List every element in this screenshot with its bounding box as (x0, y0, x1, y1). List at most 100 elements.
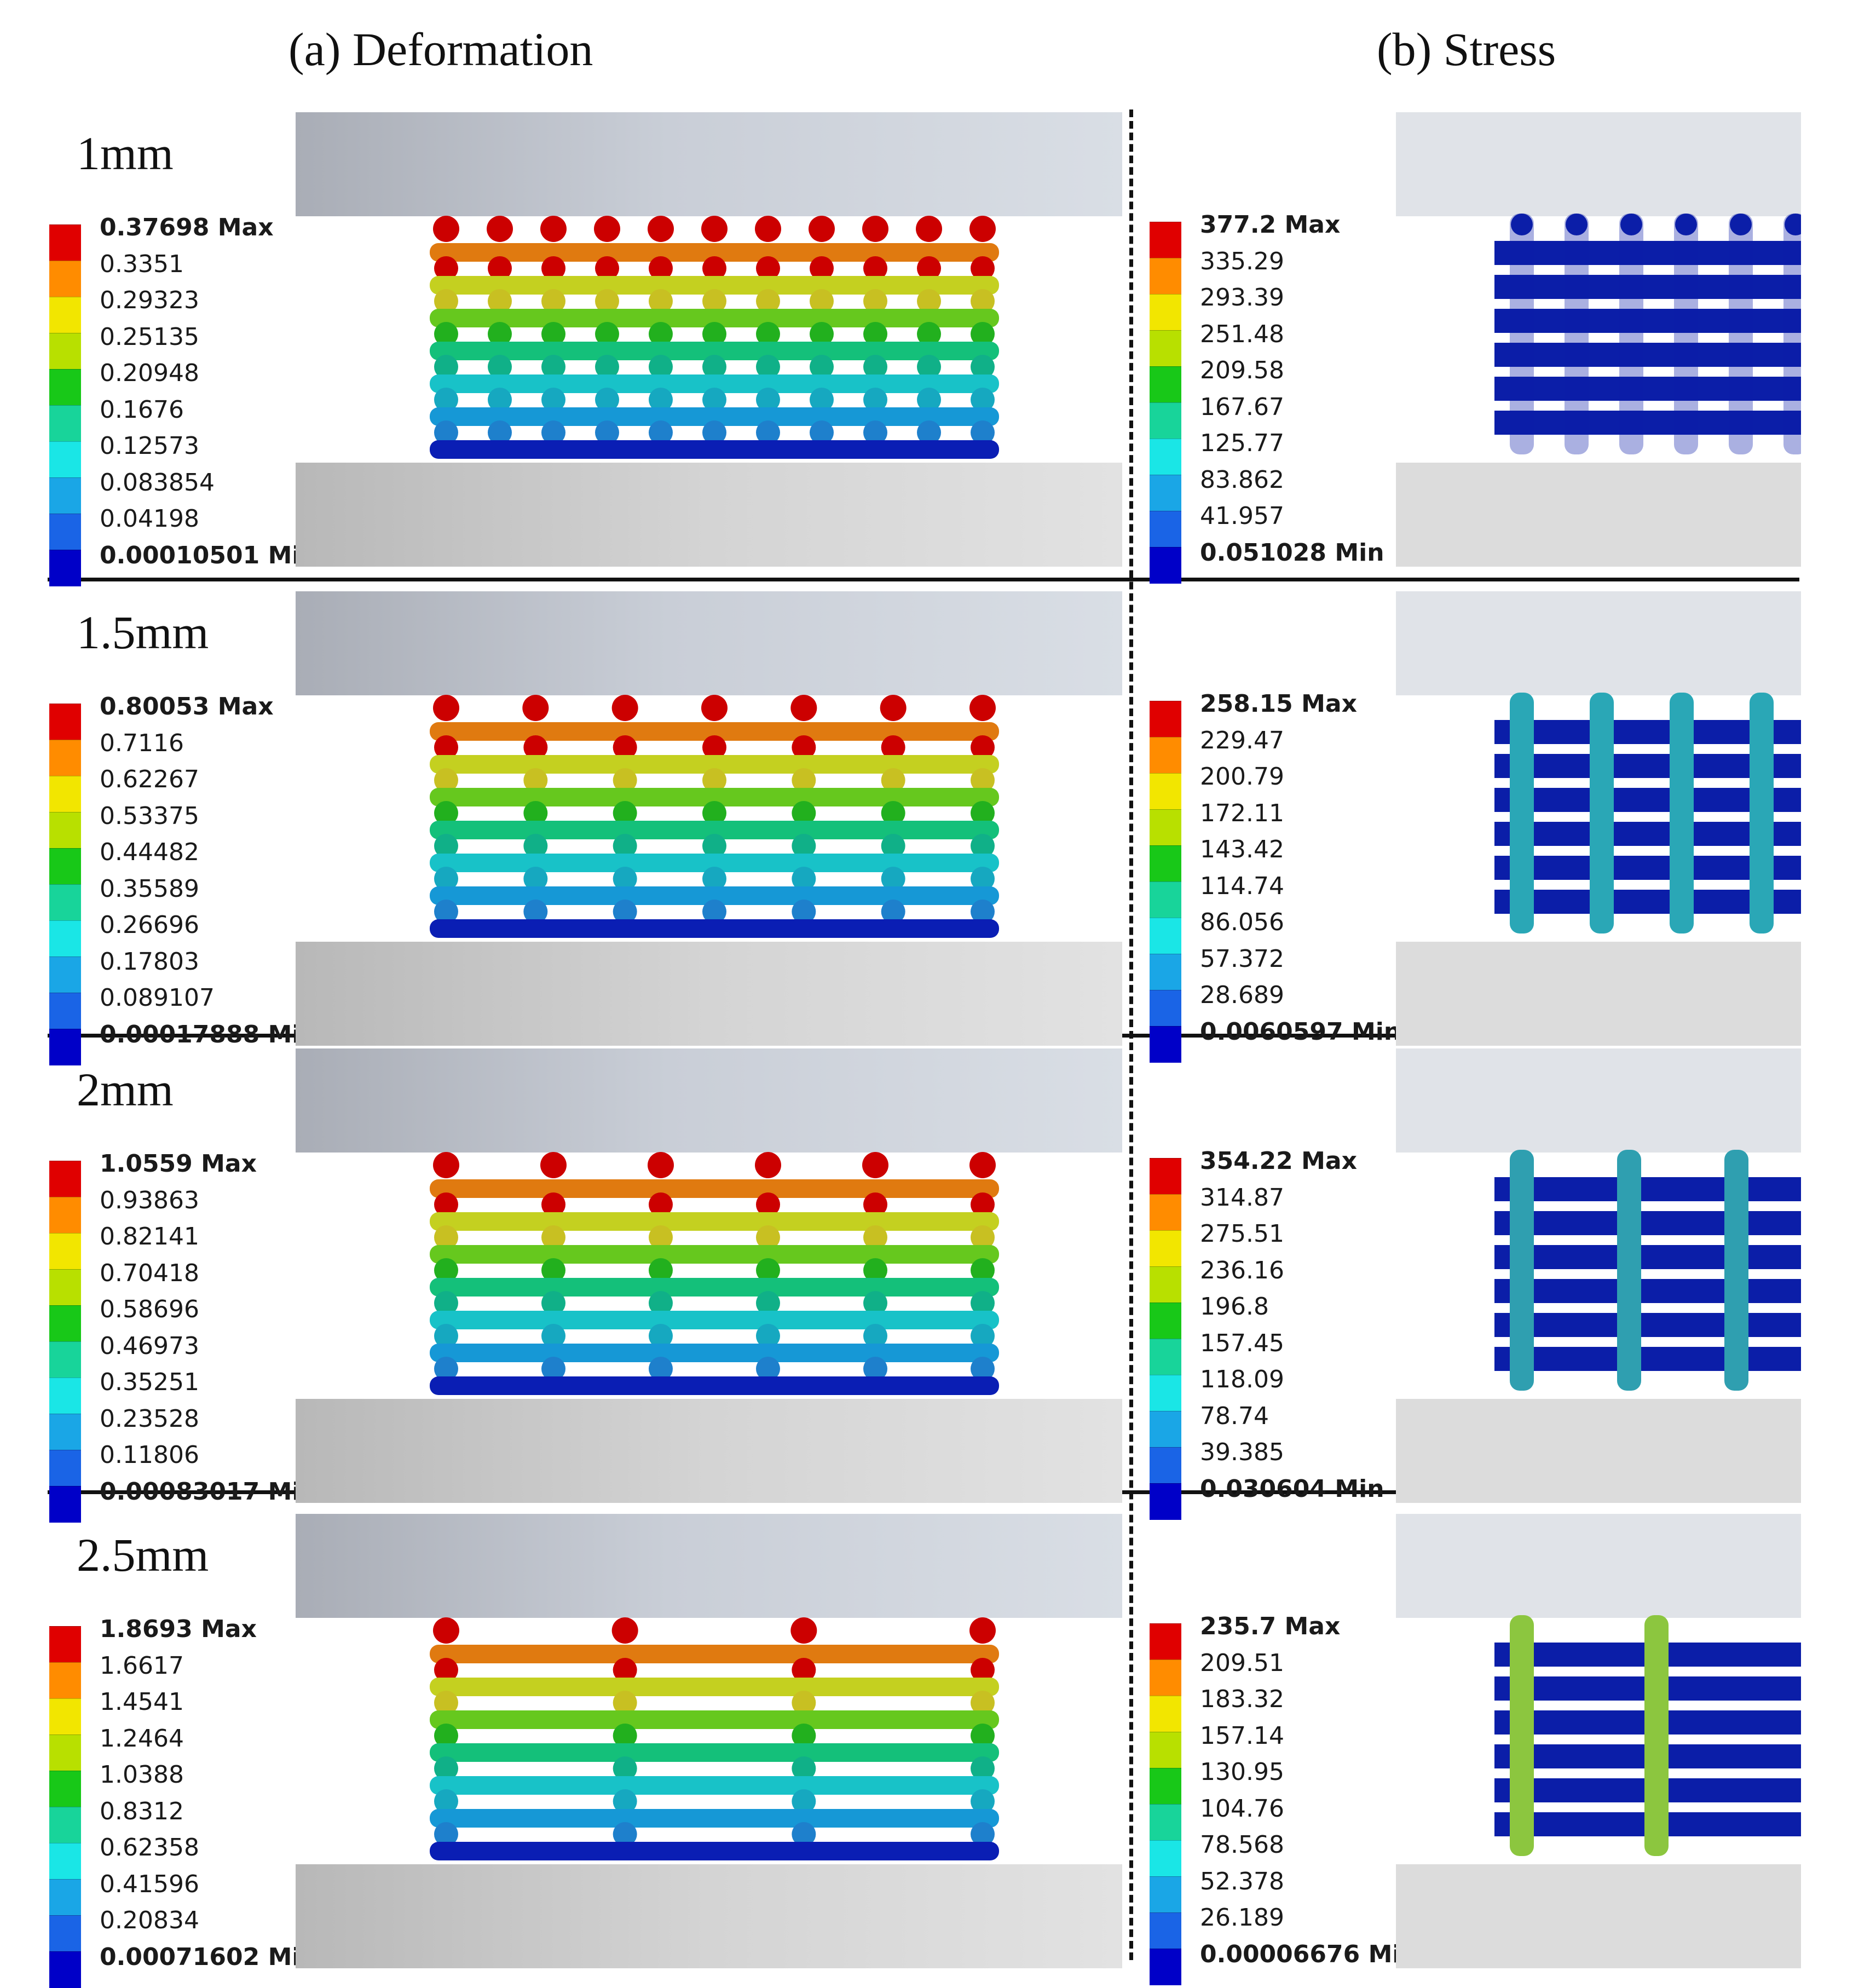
node-sphere (969, 1617, 996, 1644)
node-sphere (702, 834, 726, 858)
legend-value: 335.29 (1200, 247, 1284, 275)
bottom-platen (1396, 942, 1801, 1046)
legend-value: 0.11806 (100, 1441, 199, 1469)
lattice-stress (1494, 1615, 1801, 1856)
top-platen (296, 1048, 1122, 1153)
legend-value: 1.8693 Max (100, 1615, 257, 1643)
strut-layer (430, 1842, 999, 1860)
node-sphere (613, 1822, 637, 1846)
row-label: 1mm (77, 127, 174, 180)
legend-value: 1.6617 (100, 1651, 184, 1680)
row-label: 2mm (77, 1063, 174, 1116)
legend-value: 0.82141 (100, 1223, 199, 1251)
row-label: 1.5mm (77, 606, 209, 659)
node-sphere (613, 1724, 637, 1748)
node-sphere (863, 1291, 887, 1315)
legend-swatch (1150, 1303, 1181, 1339)
lattice-stress (1494, 1150, 1801, 1391)
node-sphere (595, 355, 619, 379)
node-sphere (702, 801, 726, 825)
legend-value: 167.67 (1200, 393, 1284, 421)
strut-layer (430, 1645, 999, 1663)
legend-swatch (49, 1450, 81, 1486)
strut-layer (430, 1376, 999, 1395)
strut-layer (430, 243, 999, 262)
node-sphere (702, 420, 726, 445)
legend-swatch (1150, 1840, 1181, 1877)
legend-swatch (1150, 1732, 1181, 1768)
stress-header: (b) Stress (1377, 23, 1556, 76)
legend-value: 0.00010501 Min (100, 541, 318, 569)
node-sphere (434, 801, 458, 825)
stress-strut-layer (1494, 377, 1801, 401)
stress-vertical-strut (1590, 693, 1614, 934)
stress-strut-layer (1494, 241, 1801, 265)
legend-swatch (49, 704, 81, 740)
legend-swatch (1150, 439, 1181, 475)
node-sphere (1566, 214, 1588, 235)
node-sphere (1785, 214, 1801, 235)
legend-value: 196.8 (1200, 1293, 1269, 1321)
legend-value: 0.00017888 Mir (100, 1020, 313, 1048)
legend-value: 0.051028 Min (1200, 538, 1384, 567)
legend-value: 0.44482 (100, 838, 199, 866)
node-sphere (649, 355, 673, 379)
node-sphere (756, 322, 780, 346)
node-sphere (971, 1192, 995, 1217)
legend-swatch (49, 740, 81, 776)
legend-swatch (1150, 1623, 1181, 1660)
legend-swatch (1150, 1949, 1181, 1985)
strut-layer (430, 886, 999, 905)
node-sphere (541, 1258, 565, 1282)
legend-swatch (49, 1843, 81, 1880)
node-sphere (595, 420, 619, 445)
legend-swatch (49, 1029, 81, 1065)
strut-layer (430, 374, 999, 393)
node-sphere (649, 1291, 673, 1315)
node-sphere (613, 801, 637, 825)
legend-value: 0.030604 Min (1200, 1474, 1384, 1503)
node-sphere (863, 322, 887, 346)
node-sphere (541, 256, 565, 280)
node-sphere (433, 1152, 459, 1178)
legend-swatch (1150, 1696, 1181, 1732)
legend-swatch (49, 1951, 81, 1988)
legend-value: 0.17803 (100, 947, 199, 976)
node-sphere (756, 1225, 780, 1249)
strut-layer (430, 1179, 999, 1198)
legend-swatch (49, 1486, 81, 1523)
node-sphere (792, 735, 816, 759)
node-sphere (487, 216, 513, 242)
node-sphere (792, 1658, 816, 1682)
legend-value: 0.0060597 Min (1200, 1017, 1401, 1046)
node-sphere (917, 289, 941, 313)
legend-value: 157.14 (1200, 1721, 1284, 1750)
legend-swatch (49, 956, 81, 993)
node-sphere (488, 388, 512, 412)
node-sphere (434, 1822, 458, 1846)
legend-swatch (49, 224, 81, 261)
legend-swatch (1150, 1194, 1181, 1231)
node-sphere (971, 289, 995, 313)
node-sphere (702, 256, 726, 280)
legend-value: 0.00006676 Min (1200, 1940, 1418, 1968)
legend-value: 78.74 (1200, 1402, 1269, 1430)
color-legend: 1.8693 Max 1.6617 1.4541 1.2464 1.0388 0.8312… (49, 1615, 356, 1988)
strut-layer (430, 407, 999, 426)
legend-value: 251.48 (1200, 320, 1284, 348)
lattice-stress (1494, 214, 1801, 454)
legend-swatch (1150, 918, 1181, 954)
strut-layer (430, 1776, 999, 1795)
legend-swatch (49, 1197, 81, 1234)
legend-swatch (1150, 1411, 1181, 1448)
stress-vertical-strut (1724, 1150, 1748, 1391)
legend-swatch (1150, 1339, 1181, 1375)
node-sphere (756, 388, 780, 412)
legend-swatch (1150, 845, 1181, 882)
node-sphere (810, 256, 834, 280)
node-sphere (792, 1724, 816, 1748)
legend-swatch (49, 812, 81, 849)
legend-value: 0.46973 (100, 1332, 199, 1360)
legend-swatch (49, 1735, 81, 1771)
node-sphere (434, 1789, 458, 1813)
